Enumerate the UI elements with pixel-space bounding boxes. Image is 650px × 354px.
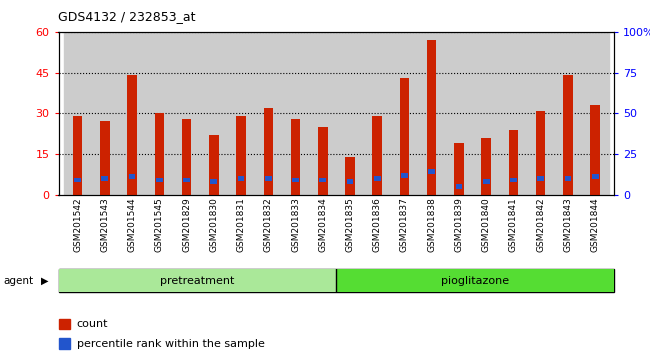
Bar xyxy=(238,176,244,181)
Bar xyxy=(592,175,599,179)
Bar xyxy=(391,32,418,195)
Bar xyxy=(590,105,600,195)
Bar xyxy=(563,75,573,195)
Bar xyxy=(345,157,355,195)
Text: ▶: ▶ xyxy=(41,276,49,286)
Bar xyxy=(209,135,218,195)
Bar xyxy=(129,175,135,179)
Bar xyxy=(509,130,518,195)
Bar xyxy=(156,178,162,183)
Bar xyxy=(146,32,173,195)
Bar xyxy=(456,184,462,189)
Bar xyxy=(510,178,517,183)
Bar xyxy=(363,32,391,195)
Bar xyxy=(58,269,337,292)
Bar xyxy=(536,110,545,195)
Bar xyxy=(400,78,410,195)
Bar xyxy=(227,32,255,195)
Bar xyxy=(200,32,227,195)
Bar xyxy=(309,32,337,195)
Text: count: count xyxy=(77,319,108,329)
Bar xyxy=(100,121,110,195)
Bar xyxy=(236,116,246,195)
Bar xyxy=(183,178,190,183)
Bar xyxy=(527,32,554,195)
Text: agent: agent xyxy=(3,276,33,286)
Bar xyxy=(73,116,83,195)
Bar xyxy=(118,32,146,195)
Bar xyxy=(418,32,445,195)
Bar xyxy=(454,143,463,195)
Bar xyxy=(91,32,118,195)
Bar xyxy=(372,116,382,195)
Bar xyxy=(483,179,489,184)
Bar xyxy=(401,173,408,178)
Bar xyxy=(500,32,527,195)
Text: pioglitazone: pioglitazone xyxy=(441,275,510,286)
Text: GDS4132 / 232853_at: GDS4132 / 232853_at xyxy=(58,10,196,23)
Bar xyxy=(337,32,363,195)
Bar xyxy=(582,32,609,195)
Bar xyxy=(346,179,354,184)
Bar xyxy=(374,176,381,181)
Bar xyxy=(173,32,200,195)
Bar xyxy=(482,138,491,195)
Bar xyxy=(337,269,614,292)
Bar xyxy=(265,176,272,181)
Bar xyxy=(127,75,136,195)
Bar xyxy=(211,179,217,184)
Bar xyxy=(255,32,282,195)
Bar xyxy=(282,32,309,195)
Bar xyxy=(445,32,473,195)
Bar xyxy=(292,178,299,183)
Bar xyxy=(538,176,544,181)
Text: percentile rank within the sample: percentile rank within the sample xyxy=(77,338,265,349)
Bar xyxy=(565,176,571,181)
Bar xyxy=(74,178,81,183)
Text: pretreatment: pretreatment xyxy=(161,275,235,286)
Bar xyxy=(428,170,435,175)
Bar xyxy=(318,127,328,195)
Bar xyxy=(64,32,91,195)
Bar xyxy=(155,113,164,195)
Bar xyxy=(554,32,582,195)
Bar xyxy=(291,119,300,195)
Bar xyxy=(473,32,500,195)
Bar xyxy=(319,178,326,183)
Bar xyxy=(101,176,108,181)
Bar xyxy=(182,119,191,195)
Bar xyxy=(427,40,437,195)
Bar xyxy=(263,108,273,195)
